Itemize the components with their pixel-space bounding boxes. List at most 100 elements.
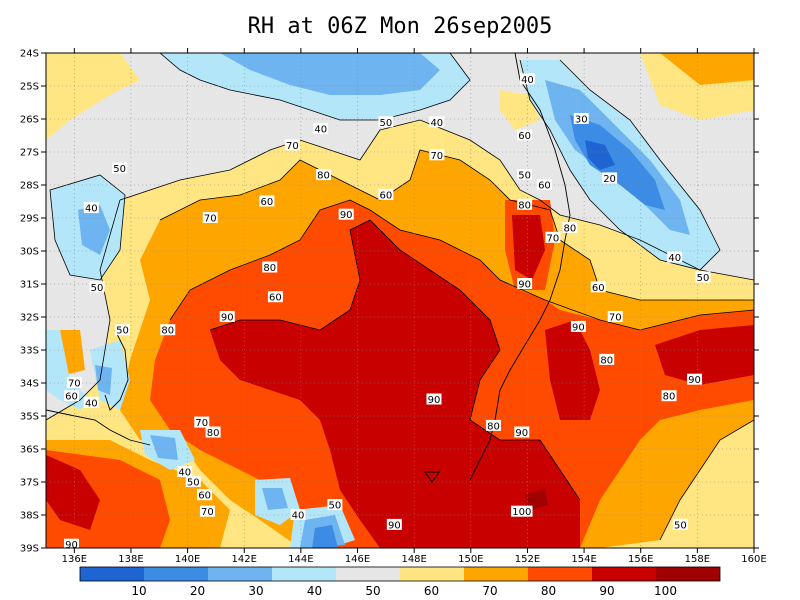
- contour-label: 80: [263, 263, 276, 274]
- contour-label-bg: [83, 202, 99, 214]
- contour-label-bg: [194, 416, 210, 428]
- contour-label-bg: [185, 476, 201, 487]
- contour-label: 80: [487, 421, 500, 432]
- contour-line: [209, 219, 581, 501]
- contour-label: 90: [340, 210, 353, 221]
- lat-tick-label: 28S: [20, 181, 39, 192]
- colorbar-swatch: [80, 567, 144, 581]
- contour-line: [119, 119, 754, 281]
- contour-label: 40: [85, 398, 98, 409]
- contour-label-bg: [112, 162, 128, 174]
- contour-label: 70: [286, 141, 299, 152]
- contour-label: 70: [68, 379, 81, 390]
- lon-tick-label: 150E: [458, 554, 483, 565]
- contour-label: 40: [178, 468, 191, 479]
- contour-label-bg: [202, 212, 218, 223]
- contour-label-bg: [661, 390, 677, 402]
- lat-tick-label: 33S: [20, 346, 39, 357]
- contour-label: 40: [292, 511, 305, 522]
- contour-label: 50: [91, 283, 104, 294]
- rh-band-30-40: [220, 53, 440, 95]
- contour-label-bg: [160, 324, 176, 336]
- rh-band-30-40: [262, 488, 288, 510]
- lon-tick-label: 146E: [345, 554, 370, 565]
- contour-label: 50: [328, 501, 341, 512]
- contour-label: 90: [221, 313, 234, 324]
- contour-label: 50: [674, 520, 687, 531]
- contour-label-bg: [83, 396, 99, 408]
- contour-label: 60: [198, 491, 211, 502]
- contour-label-bg: [517, 169, 533, 181]
- rh-band-30-40: [95, 365, 112, 395]
- contour-label-bg: [519, 73, 535, 85]
- lat-tick-label: 29S: [20, 214, 39, 225]
- rh-fill-layer: [46, 53, 754, 548]
- contour-label: 60: [518, 131, 531, 142]
- rh-band-90-100: [46, 455, 100, 530]
- contour-label-bg: [517, 129, 533, 141]
- rh-band-90-100: [512, 215, 545, 280]
- rh-band-10-20: [585, 140, 615, 170]
- contour-label: 40: [521, 75, 534, 86]
- contour-line: [49, 174, 126, 281]
- contour-label: 70: [547, 233, 560, 244]
- contour-label-bg: [313, 122, 329, 134]
- contour-label: 40: [314, 124, 327, 135]
- contour-label-bg: [570, 320, 586, 332]
- contour-label-bg: [514, 426, 530, 438]
- rh-band-60-70: [46, 53, 140, 140]
- contour-label: 50: [116, 326, 129, 337]
- contour-label: 50: [379, 118, 392, 129]
- lon-tick-label: 152E: [515, 554, 540, 565]
- contour-label: 90: [518, 280, 531, 291]
- colorbar-label: 80: [541, 584, 556, 598]
- contour-label-bg: [114, 324, 130, 336]
- contour-label: 80: [161, 326, 174, 337]
- contour-label: 60: [538, 181, 551, 192]
- contour-label-bg: [511, 505, 533, 517]
- contour-label-bg: [536, 179, 552, 190]
- colorbar-swatch: [272, 567, 336, 581]
- contour-line: [519, 59, 721, 271]
- contour-label: 60: [269, 293, 282, 304]
- contour-label-bg: [672, 518, 688, 530]
- lat-tick-label: 37S: [20, 478, 39, 489]
- contour-label-bg: [573, 113, 589, 124]
- colorbar-label: 10: [131, 584, 146, 598]
- contour-label-bg: [197, 489, 213, 501]
- lon-tick-label: 136E: [62, 554, 87, 565]
- contour-label-bg: [429, 149, 445, 161]
- contour-label: 70: [195, 418, 208, 429]
- contour-label: 70: [430, 151, 443, 162]
- lon-tick-label: 144E: [288, 554, 313, 565]
- contour-label: 20: [603, 174, 616, 185]
- contour-label-bg: [426, 393, 442, 405]
- colorbar-label: 40: [307, 584, 322, 598]
- lat-tick-label: 26S: [20, 115, 39, 126]
- contour-label-bg: [695, 271, 711, 283]
- contour-label: 60: [261, 197, 274, 208]
- contour-line: [659, 419, 754, 541]
- colorbar: 10 20 30 40 50 60 70 80 90 100: [79, 566, 721, 598]
- colorbar-label: 60: [424, 584, 439, 598]
- colorbar-swatch: [464, 567, 528, 581]
- contour-label: 100: [512, 507, 531, 518]
- lon-tick-label: 154E: [571, 554, 596, 565]
- contour-label-bg: [177, 466, 193, 478]
- contour-line: [46, 199, 121, 421]
- contour-label: 70: [201, 507, 214, 518]
- lat-tick-label: 31S: [20, 280, 39, 291]
- lon-tick-label: 158E: [685, 554, 710, 565]
- rh-band-90-100: [545, 320, 600, 420]
- contour-label-bg: [290, 509, 306, 520]
- contour-label: 90: [65, 540, 78, 551]
- contour-label-bg: [89, 281, 105, 293]
- contour-label-bg: [63, 538, 79, 550]
- contour-label: 60: [592, 283, 605, 294]
- lat-tick-label: 36S: [20, 445, 39, 456]
- map-frame: [45, 52, 755, 549]
- colorbar-swatch: [656, 567, 720, 581]
- contour-label: 80: [207, 428, 220, 439]
- rh-band-30-40: [78, 205, 110, 255]
